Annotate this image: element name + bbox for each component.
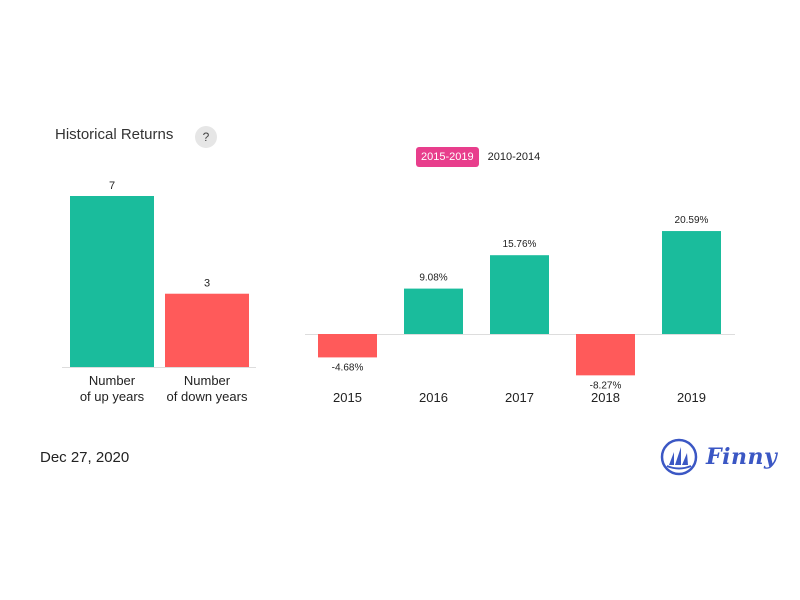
period-tabs: 2015-2019 2010-2014 (416, 147, 549, 167)
bar-2017 (490, 255, 549, 334)
page-title: Historical Returns (55, 126, 174, 143)
as-of-date: Dec 27, 2020 (40, 449, 130, 466)
brand-name: Finny (706, 444, 778, 470)
data-label-0: 7 (109, 180, 115, 192)
category-label-1-1: of down years (167, 389, 248, 404)
data-label-1: 3 (204, 278, 210, 290)
tab-2015-2019[interactable]: 2015-2019 (416, 147, 479, 167)
category-label-1-0: Number (184, 373, 231, 388)
tick-label-2017: 2017 (505, 390, 534, 405)
bar-2019 (662, 231, 721, 334)
category-label-0-0: Number (89, 373, 136, 388)
data-label-2019: 20.59% (675, 215, 709, 226)
data-label-2016: 9.08% (419, 273, 447, 284)
finny-logo: Finny (660, 438, 777, 476)
tick-label-2018: 2018 (591, 390, 620, 405)
bar-0 (70, 196, 154, 367)
tab-2010-2014[interactable]: 2010-2014 (487, 151, 541, 163)
data-label-2015: -4.68% (332, 362, 364, 373)
bar-2018 (576, 334, 635, 376)
data-label-2017: 15.76% (503, 239, 537, 250)
tick-label-2015: 2015 (333, 390, 362, 405)
tick-label-2019: 2019 (677, 390, 706, 405)
bar-1 (165, 293, 249, 367)
tick-label-2016: 2016 (419, 390, 448, 405)
data-label-2018: -8.27% (590, 380, 622, 391)
sailboat-logo-icon (660, 438, 698, 476)
bar-2015 (318, 334, 377, 358)
bar-2016 (404, 288, 463, 334)
help-icon[interactable]: ? (195, 126, 217, 148)
category-label-0-1: of up years (80, 389, 145, 404)
